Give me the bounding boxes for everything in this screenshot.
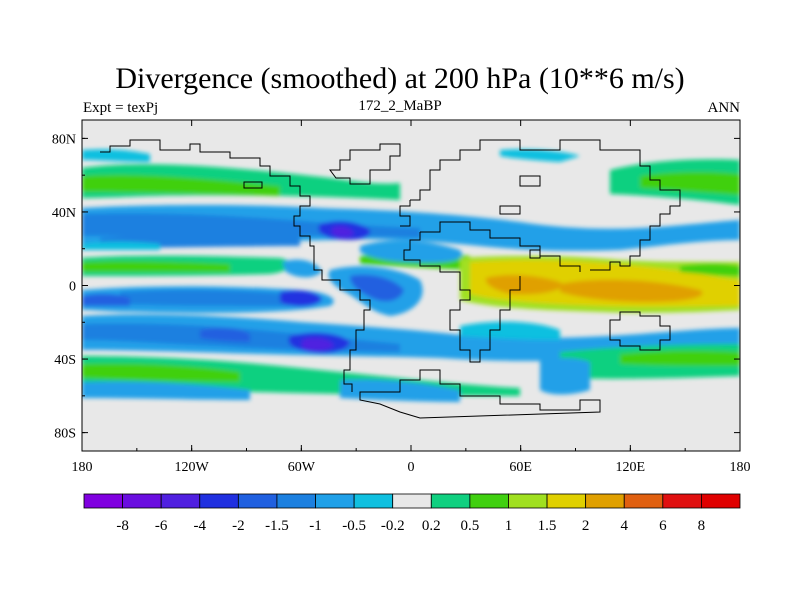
colorbar-label: -8	[116, 518, 129, 534]
colorbar-swatch	[585, 493, 625, 509]
x-tick-label: 60W	[288, 460, 316, 475]
x-tick-label: 180	[730, 460, 751, 475]
y-tick-label: 40S	[54, 353, 76, 368]
field-region	[560, 279, 703, 302]
coastline-south-america	[330, 279, 371, 392]
colorbar: -8 -6 -4 -2 -1.5 -1 -0.5 -0.2 0.2 0.5 1 1.5 2 4 6 8	[83, 493, 741, 534]
field-region	[82, 174, 280, 196]
y-tick-label: 40N	[52, 206, 76, 221]
subtitle-experiment: Expt = texPj	[83, 100, 159, 116]
coastline-australia	[609, 311, 671, 351]
colorbar-label: -1.5	[265, 518, 289, 534]
colorbar-swatch	[469, 493, 509, 509]
field-region	[640, 172, 740, 195]
field-region	[460, 321, 560, 340]
x-axis: 180 120W 60W 0 60E 120E 180	[72, 120, 751, 475]
colorbar-label: 0.2	[422, 518, 441, 534]
colorbar-swatch	[353, 493, 394, 509]
coastline-africa	[403, 232, 521, 363]
colorbar-label: 2	[582, 518, 590, 534]
colorbar-swatch	[160, 493, 201, 509]
colorbar-swatch	[392, 493, 432, 509]
field-region	[280, 290, 322, 307]
colorbar-label: -4	[194, 518, 207, 534]
chart-title: Divergence (smoothed) at 200 hPa (10**6 …	[115, 62, 685, 95]
colorbar-label: -0.2	[381, 518, 405, 534]
colorbar-label: 4	[620, 518, 628, 534]
field-region	[82, 314, 740, 361]
field-region	[120, 289, 290, 306]
subtitle-run-id: 172_2_MaBP	[358, 98, 442, 114]
colorbar-label: -2	[232, 518, 245, 534]
colorbar-swatch	[701, 493, 741, 509]
y-tick-label: 80S	[54, 427, 76, 442]
field-region	[620, 350, 740, 366]
y-tick-label: 80N	[52, 132, 76, 147]
colorbar-swatch	[662, 493, 702, 509]
coastline-north-america	[100, 139, 330, 281]
colorbar-swatch	[508, 493, 548, 509]
coastline-antarctica	[359, 369, 601, 419]
colorbar-label: 1.5	[538, 518, 557, 534]
colorbar-swatch	[430, 493, 471, 509]
colorbar-swatch	[237, 493, 278, 509]
field-region	[82, 363, 240, 382]
field-region	[200, 327, 250, 342]
colorbar-label: 8	[698, 518, 706, 534]
colorbar-label: 1	[505, 518, 513, 534]
colorbar-label: 0.5	[461, 518, 480, 534]
colorbar-label: -0.5	[342, 518, 366, 534]
field-region	[82, 149, 150, 162]
field-region	[282, 259, 322, 278]
coastlines	[100, 139, 681, 419]
x-tick-label: 0	[408, 460, 415, 475]
x-tick-label: 120E	[616, 460, 646, 475]
field-region	[680, 263, 740, 276]
x-tick-label: 60E	[509, 460, 532, 475]
colorbar-swatch	[623, 493, 664, 509]
coastline-islands	[243, 175, 541, 259]
field-region	[82, 241, 160, 250]
x-tick-label: 120W	[175, 460, 210, 475]
colorbar-label: -1	[309, 518, 322, 534]
coastline-greenland	[329, 143, 401, 185]
coastline-europe	[399, 200, 581, 272]
field-region	[485, 275, 562, 295]
colorbar-swatch	[122, 493, 162, 509]
field-region	[540, 357, 590, 395]
field-region	[500, 149, 580, 162]
field-region	[82, 381, 250, 400]
coastline-eurasia	[410, 139, 681, 271]
x-tick-label: 180	[72, 460, 93, 475]
divergence-field	[82, 120, 740, 451]
colorbar-label: 6	[659, 518, 667, 534]
y-axis: 80N 40N 0 40S 80S	[52, 132, 740, 442]
field-region	[350, 274, 404, 302]
colorbar-swatch	[315, 493, 355, 509]
y-tick-label: 0	[69, 280, 76, 295]
colorbar-swatch	[276, 493, 316, 509]
colorbar-swatch	[83, 493, 123, 509]
colorbar-swatch	[199, 493, 239, 509]
field-region	[82, 293, 130, 306]
colorbar-label: -6	[155, 518, 168, 534]
field-region	[82, 261, 230, 272]
colorbar-swatch	[546, 493, 587, 509]
field-region	[360, 240, 462, 263]
field-region	[302, 338, 334, 351]
subtitle-season: ANN	[707, 100, 741, 116]
field-region	[332, 226, 354, 237]
